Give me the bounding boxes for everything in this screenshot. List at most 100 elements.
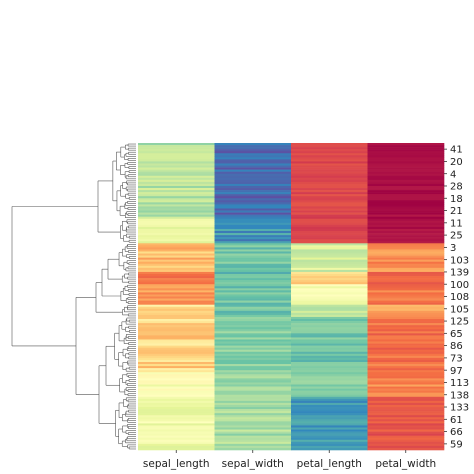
heatmap-cell (138, 427, 215, 430)
heatmap-cell (138, 239, 215, 242)
heatmap-cell (214, 200, 292, 203)
heatmap-cell (367, 190, 445, 193)
heatmap-cell (367, 325, 445, 328)
heatmap-cell (138, 257, 215, 260)
heatmap-cell (214, 196, 292, 199)
heatmap-cell (214, 188, 292, 191)
heatmap-cell (291, 198, 368, 201)
heatmap-cell (138, 169, 215, 172)
heatmap-cell (367, 220, 445, 224)
heatmap-cell (214, 400, 292, 404)
heatmap-cell (214, 441, 292, 445)
heatmap-cell (138, 198, 215, 201)
heatmap-cell (214, 169, 292, 172)
heatmap-cell (367, 380, 445, 383)
heatmap-cell (367, 378, 445, 381)
row-tick-label: 103 (450, 255, 469, 266)
heatmap-cell (214, 319, 292, 322)
row-tick-label: 138 (450, 390, 469, 401)
heatmap-cell (367, 188, 445, 191)
heatmap-cell (291, 378, 368, 381)
heatmap-cell (214, 419, 292, 422)
heatmap-cell (291, 204, 368, 207)
heatmap-cell (214, 269, 292, 273)
heatmap-cell (138, 357, 215, 361)
heatmap-cell (138, 347, 215, 351)
heatmap-cell (367, 376, 445, 379)
heatmap-cell (214, 218, 292, 222)
heatmap-cell (291, 171, 368, 174)
heatmap-cell (138, 218, 215, 222)
heatmap-cell (291, 425, 368, 428)
heatmap-cell (214, 413, 292, 416)
heatmap-cell (214, 390, 292, 393)
heatmap-cell (214, 175, 292, 179)
heatmap-cell (138, 153, 215, 156)
heatmap-cell (214, 429, 292, 432)
heatmap-cell (367, 181, 445, 185)
heatmap-cell (138, 188, 215, 191)
heatmap-cell (291, 167, 368, 170)
heatmap-cell (291, 257, 368, 260)
heatmap-cell (138, 147, 215, 150)
heatmap-cell (291, 339, 368, 342)
heatmap-cell (138, 163, 215, 166)
heatmap-cell (291, 185, 368, 189)
heatmap-cell (291, 415, 368, 418)
heatmap-cell (214, 411, 292, 414)
heatmap-cell (138, 413, 215, 416)
heatmap-cell (138, 429, 215, 432)
heatmap-cell (367, 404, 445, 408)
heatmap-cell (214, 222, 292, 226)
heatmap-cell (214, 192, 292, 195)
heatmap-cell (214, 147, 292, 150)
heatmap-cell (138, 292, 215, 295)
heatmap-cell (214, 165, 292, 168)
heatmap-cell (291, 355, 368, 359)
heatmap-cell (138, 263, 215, 267)
heatmap-cell (367, 149, 445, 152)
heatmap-cell (291, 286, 368, 289)
heatmap-cell (138, 380, 215, 383)
heatmap-cell (367, 245, 445, 248)
heatmap-cell (367, 413, 445, 416)
heatmap-cell (291, 265, 368, 269)
heatmap-cell (291, 294, 368, 297)
heatmap-cell (367, 409, 445, 412)
heatmap-cell (214, 300, 292, 303)
heatmap-cell (214, 245, 292, 248)
heatmap-cell (138, 284, 215, 287)
heatmap-cell (214, 443, 292, 447)
heatmap-cell (214, 425, 292, 428)
row-tick-label: 21 (450, 206, 463, 217)
heatmap-cell (214, 366, 292, 369)
heatmap-cell (214, 417, 292, 420)
heatmap-cell (291, 335, 368, 338)
heatmap-cell (138, 276, 215, 279)
heatmap-cell (214, 159, 292, 162)
heatmap-cell (214, 345, 292, 348)
heatmap-cell (291, 388, 368, 391)
heatmap-cell (291, 314, 368, 318)
heatmap-cell (138, 327, 215, 330)
heatmap-cell (367, 218, 445, 222)
heatmap-cell (138, 294, 215, 297)
heatmap-cell (291, 372, 368, 375)
heatmap-cell (291, 392, 368, 396)
heatmap-cell (138, 280, 215, 283)
heatmap-cell (138, 376, 215, 379)
heatmap-cell (138, 173, 215, 177)
heatmap-cell (367, 202, 445, 205)
heatmap-cell (138, 175, 215, 179)
heatmap-cell (214, 220, 292, 224)
heatmap-cell (291, 331, 368, 334)
heatmap-cell (367, 214, 445, 217)
heatmap-cell (138, 425, 215, 428)
heatmap-cell (214, 288, 292, 291)
heatmap-cell (367, 235, 445, 238)
heatmap-cell (367, 343, 445, 346)
heatmap-cell (138, 165, 215, 168)
heatmap-cell (214, 306, 292, 310)
heatmap-cell (291, 316, 368, 320)
heatmap-cell (367, 284, 445, 287)
